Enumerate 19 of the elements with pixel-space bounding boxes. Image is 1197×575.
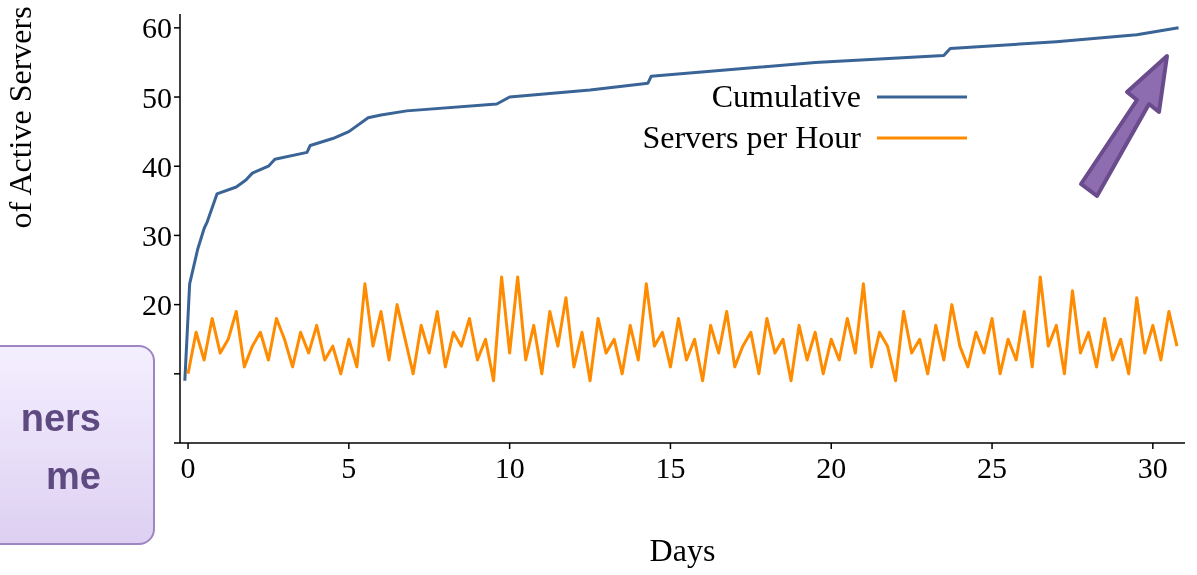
y-tick-label: 20 [142,288,172,322]
x-tick-label: 10 [494,451,525,485]
callout-box: ners me [0,345,155,545]
line-series [183,26,1181,383]
legend-label: Cumulative [711,78,861,115]
line-series [186,275,1179,383]
y-tick-label: 60 [142,11,172,45]
y-tick-label: 40 [142,149,172,183]
legend-label: Servers per Hour [642,119,861,156]
x-tick-label: 5 [341,451,357,485]
x-tick-label: 25 [977,451,1008,485]
x-tick-label: 20 [816,451,847,485]
y-tick-label: 30 [142,219,172,253]
y-axis-title: of Active Servers [2,6,39,229]
y-tick-label: 50 [142,80,172,114]
x-tick-label: 30 [1137,451,1168,485]
x-tick-label: 15 [655,451,686,485]
x-axis-title: Days [649,532,716,568]
x-tick-label: 0 [180,451,196,485]
